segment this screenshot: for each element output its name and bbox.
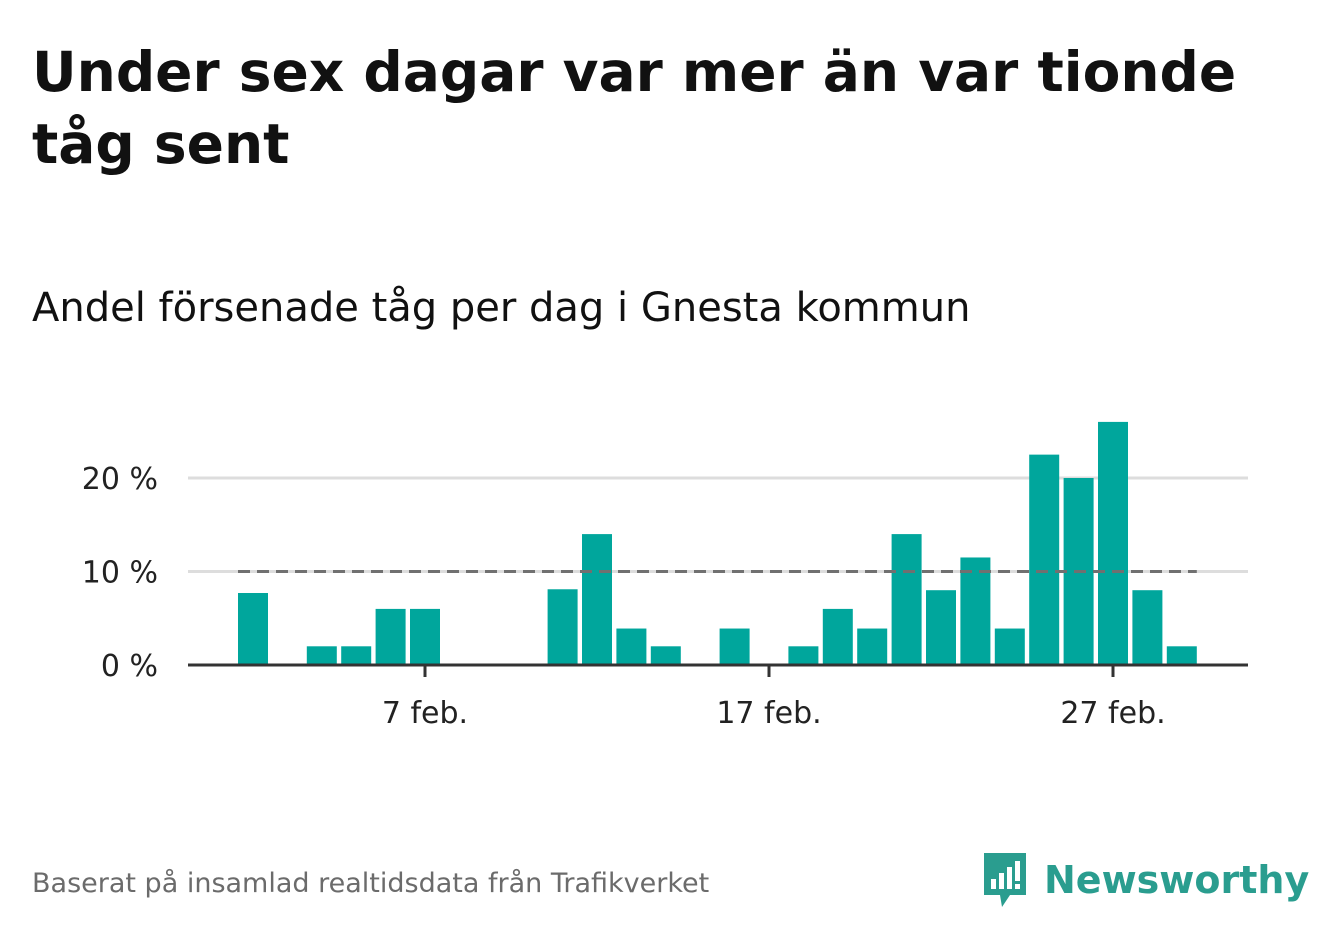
bar <box>926 590 956 665</box>
bar <box>857 628 888 665</box>
bar <box>375 608 406 665</box>
newsworthy-logo: Newsworthy <box>980 848 1309 912</box>
x-tick-label: 27 feb. <box>1060 696 1165 731</box>
y-tick-label: 20 % <box>82 462 158 497</box>
brand-name: Newsworthy <box>1044 858 1310 902</box>
axes: 0 % 10 % 20 % 7 feb. 17 feb. 27 feb. <box>82 462 1248 731</box>
chart-title: Under sex dagar var mer än var tionde tå… <box>32 40 1237 176</box>
bar <box>960 557 991 665</box>
bar <box>650 646 681 665</box>
bar <box>822 608 853 665</box>
bar <box>547 589 578 665</box>
bar <box>1098 421 1128 665</box>
bar <box>341 646 372 665</box>
bar <box>582 534 612 665</box>
chart-subtitle: Andel försenade tåg per dag i Gnesta kom… <box>32 285 971 331</box>
y-tick-label: 10 % <box>82 556 158 591</box>
bar <box>719 628 750 665</box>
bar <box>1166 646 1197 665</box>
bar-chart: 0 % 10 % 20 % 7 feb. 17 feb. 27 feb. <box>82 421 1248 731</box>
newsworthy-logo-icon <box>984 853 1026 907</box>
bar <box>1029 454 1060 665</box>
x-tick-label: 7 feb. <box>382 696 468 731</box>
bar <box>1132 590 1163 665</box>
bar <box>994 628 1025 665</box>
bar <box>410 608 440 665</box>
bar <box>788 646 819 665</box>
bars <box>238 421 1197 665</box>
bar <box>306 646 337 665</box>
x-tick-label: 17 feb. <box>716 696 821 731</box>
source-note: Baserat på insamlad realtidsdata från Tr… <box>32 868 710 899</box>
bar <box>891 534 922 665</box>
bar <box>616 628 647 665</box>
y-tick-label: 0 % <box>101 649 158 684</box>
bar <box>238 593 268 665</box>
